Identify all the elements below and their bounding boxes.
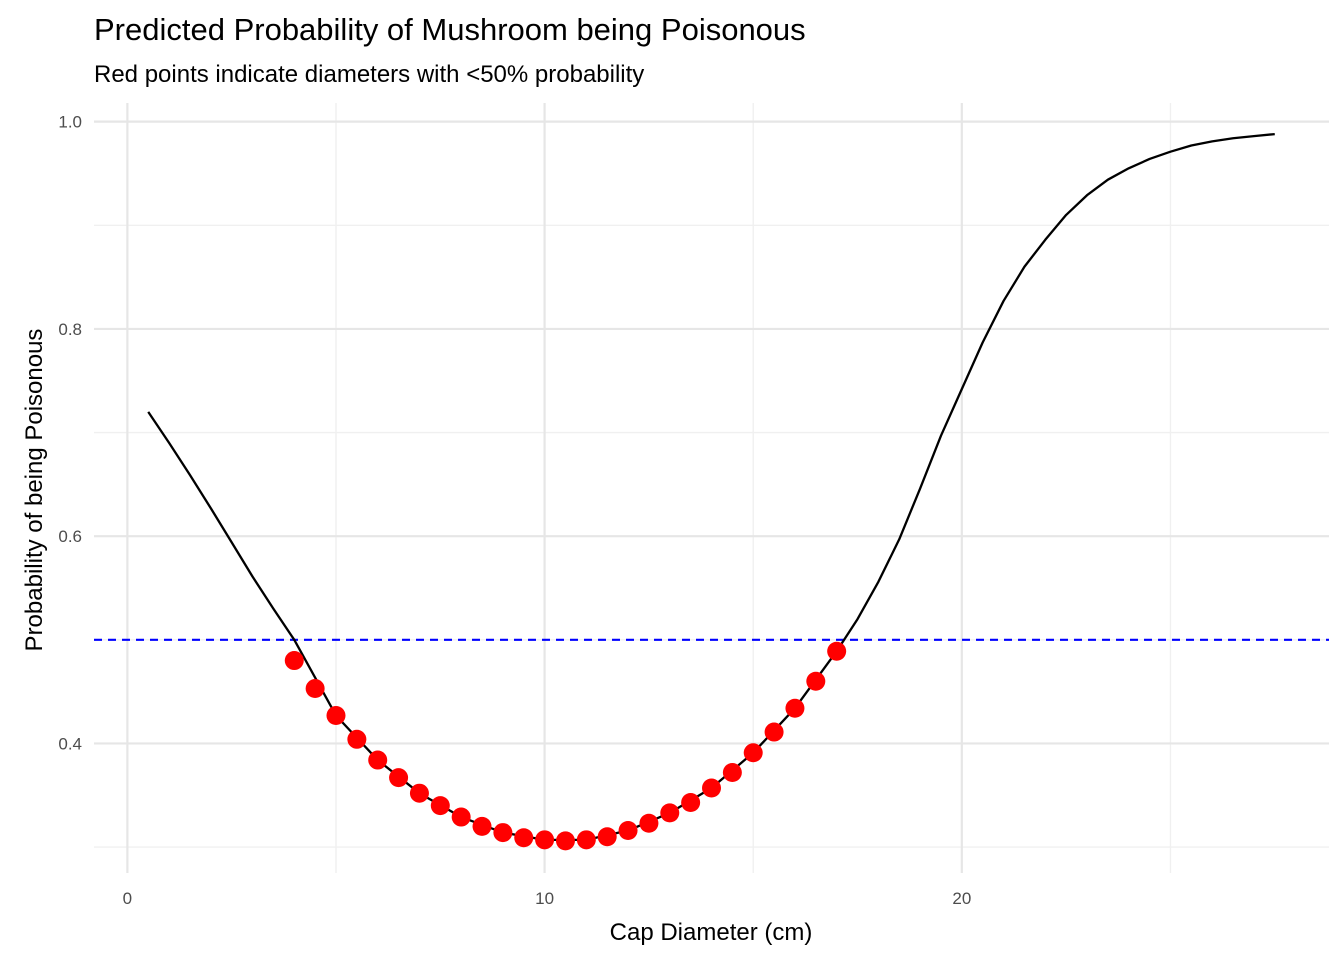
data-point [681,793,701,813]
data-point [555,831,575,851]
y-axis-label: Probability of being Poisonous [21,329,48,652]
data-point [639,813,659,833]
data-point [535,830,555,850]
data-point [514,828,534,848]
x-tick-label: 0 [123,889,132,908]
grid-major [94,103,1329,873]
grid-minor [94,103,1329,873]
data-point [597,827,617,847]
data-point [368,750,388,770]
data-point [702,778,721,798]
data-point [493,823,513,843]
data-point [806,671,826,691]
plot-area [94,103,1329,873]
y-axis-ticks: 0.4 0.6 0.8 1.0 [58,113,82,754]
y-tick-label: 1.0 [58,113,82,132]
y-tick-label: 0.6 [58,527,82,546]
chart-subtitle: Red points indicate diameters with <50% … [94,61,644,88]
low-probability-points [284,641,847,851]
data-point [472,816,492,836]
data-point [722,762,742,782]
data-point [576,830,596,850]
data-point [430,796,450,816]
probability-curve [147,132,1275,841]
data-point [389,768,409,788]
y-tick-label: 0.4 [58,734,82,753]
x-tick-label: 20 [952,889,971,908]
data-point [785,698,805,718]
data-point [326,705,346,725]
chart-title: Predicted Probability of Mushroom being … [94,12,806,47]
data-point [347,729,367,749]
data-point [305,679,325,699]
data-point [451,807,471,827]
x-tick-label: 10 [535,889,554,908]
data-point [660,803,680,823]
y-tick-label: 0.8 [58,320,82,339]
data-point [743,743,763,763]
data-point [827,641,847,661]
data-point [764,722,784,742]
data-point [618,821,638,841]
x-axis-label: Cap Diameter (cm) [610,919,813,946]
data-point [284,651,304,671]
x-axis-ticks: 0 10 20 [123,889,972,908]
data-point [409,783,429,803]
